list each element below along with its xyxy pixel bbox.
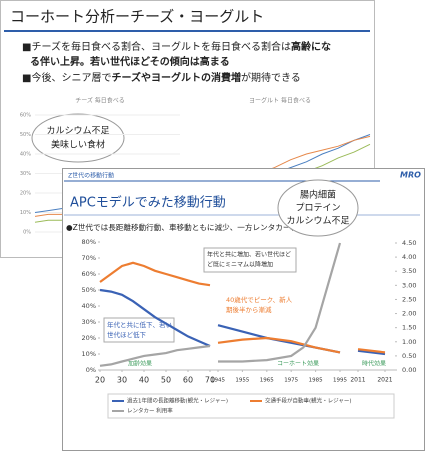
y-tick-label: 0% xyxy=(23,230,31,236)
bullet-part: 高齢にな xyxy=(291,40,331,53)
y2-tick-label: 2.50 xyxy=(402,295,416,303)
annotation: 年代と共に低下、若い xyxy=(107,320,172,329)
annotation: 年代と共に増加、若い世代ほど xyxy=(207,251,291,259)
x-tick-label: 50 xyxy=(161,376,171,385)
annotation-box xyxy=(203,247,297,273)
series-line xyxy=(217,336,341,354)
y2-tick-label: 3.00 xyxy=(402,281,416,289)
y2-tick-label: 0.50 xyxy=(402,352,416,360)
callout-text: カルシウム不足 xyxy=(46,126,109,137)
y-tick-label: 30% xyxy=(82,318,96,326)
y2-tick-label: 1.00 xyxy=(402,338,416,346)
x-tick-label: 1945 xyxy=(211,378,225,384)
x-tick-label: 1995 xyxy=(333,378,347,384)
bullet-part: チーズやヨーグルトの消費増 xyxy=(111,71,241,84)
effect-label: 加齢効果 xyxy=(128,360,152,368)
x-tick-label: 1955 xyxy=(235,378,249,384)
chart-title: ヨーグルト 毎日食べる xyxy=(249,97,311,105)
effect-label: コーホート効果 xyxy=(277,360,319,368)
y-tick-label: 60% xyxy=(20,113,31,119)
bullet-part: る伴い上昇。若い世代ほどその傾向は高まる xyxy=(30,55,230,68)
x-tick-label: 2011 xyxy=(350,377,365,384)
bullet-line: る伴い上昇。若い世代ほどその傾向は高まる xyxy=(30,55,230,68)
y-tick-label: 20% xyxy=(20,191,31,197)
annotation: 期後半から漸減 xyxy=(226,305,272,314)
y-tick-label: 60% xyxy=(82,270,96,278)
front-title: APCモデルでみた移動行動 xyxy=(70,195,226,211)
x-tick-label: 40 xyxy=(139,376,149,385)
bullet-part: ■チーズを毎日食べる割合、ヨーグルトを毎日食べる割合は xyxy=(22,40,291,53)
overlay: 腸内細菌 プロテイン カルシウム不足 xyxy=(277,179,359,237)
bullet-line: ■今後、シニア層でチーズやヨーグルトの消費増が期待できる xyxy=(22,71,301,84)
back-title: コーホート分析ーチーズ・ヨーグルト xyxy=(10,8,264,26)
front-bullet: ●Z世代では長距離移動行動、車移動ともに減少、一方レンタカー利用は急増 xyxy=(66,222,329,232)
y2-tick-label: 2.00 xyxy=(402,310,416,318)
callout-text: 美味しい食材 xyxy=(51,139,105,151)
y2-tick-label: 4.00 xyxy=(402,253,416,261)
series-line xyxy=(99,261,211,287)
legend-label: レンタカー 利用率 xyxy=(127,407,173,415)
y-tick-label: 10% xyxy=(82,350,96,358)
y-tick-label: 0% xyxy=(86,366,96,374)
series-line xyxy=(218,242,342,363)
y-tick-label: 40% xyxy=(82,302,96,310)
legend-label: 過去1年間の長距離移動(観光・レジャー) xyxy=(127,397,228,405)
y2-tick-label: 0.00 xyxy=(402,366,416,374)
x-tick-label: 70 xyxy=(205,376,215,385)
y-tick-label: 70% xyxy=(82,254,96,262)
x-tick-label: 1965 xyxy=(260,378,274,384)
callout xyxy=(277,179,359,237)
series-line xyxy=(357,349,386,356)
x-tick-label: 2021 xyxy=(377,377,392,384)
y-tick-label: 80% xyxy=(82,238,96,246)
bullet-part: が期待できる xyxy=(241,71,301,84)
bullet-part: ■今後、シニア層で xyxy=(22,71,111,84)
series-line xyxy=(357,348,386,354)
bullet-line: ■チーズを毎日食べる割合、ヨーグルトを毎日食べる割合は高齢にな xyxy=(22,40,331,53)
x-tick-label: 20 xyxy=(95,376,105,385)
series-line xyxy=(99,344,211,367)
chart-title: チーズ 毎日食べる xyxy=(75,97,125,105)
callout-text: カルシウム不足 xyxy=(286,216,349,227)
y-tick-label: 30% xyxy=(20,171,31,177)
y2-tick-label: 3.50 xyxy=(402,267,416,275)
callout-text: プロテイン xyxy=(295,203,340,214)
annotation: 世代ほど低下 xyxy=(107,330,147,339)
x-tick-label: 1975 xyxy=(284,378,298,384)
y-tick-label: 50% xyxy=(20,132,31,138)
y2-tick-label: 4.50 xyxy=(402,239,416,247)
front-slide: Z世代の移動行動 MRO APCモデルでみた移動行動 ●Z世代では長距離移動行動… xyxy=(62,168,425,451)
annotation: 40歳代でピーク、新人 xyxy=(226,295,293,304)
legend-box xyxy=(107,393,395,419)
series-line xyxy=(99,288,211,348)
y-tick-label: 40% xyxy=(20,152,31,158)
logo: MRO xyxy=(400,171,421,180)
y-tick-label: 10% xyxy=(20,210,31,216)
y-tick-label: 20% xyxy=(82,334,96,342)
x-tick-label: 1985 xyxy=(309,378,323,384)
callout xyxy=(31,113,125,163)
x-tick-label: 30 xyxy=(117,376,127,385)
legend-label: 交通手段が自動車(観光・レジャー) xyxy=(265,397,352,405)
y-tick-label: 50% xyxy=(82,286,96,294)
callout-text: 腸内細菌 xyxy=(300,189,336,201)
effect-label: 時代効果 xyxy=(362,360,386,368)
front-header: Z世代の移動行動 xyxy=(68,172,114,180)
annotation: ど既にミニマム以降増加 xyxy=(207,261,273,269)
y2-tick-label: 1.50 xyxy=(402,324,416,332)
x-tick-label: 60 xyxy=(183,376,193,385)
